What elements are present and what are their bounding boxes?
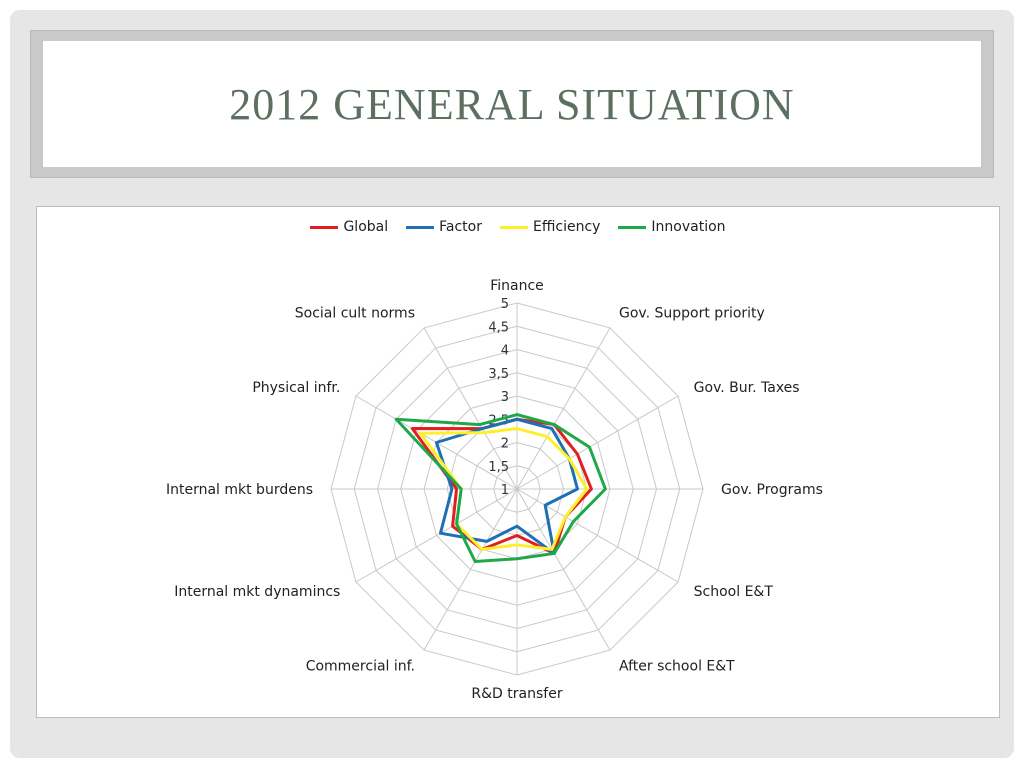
series-line-efficiency — [418, 427, 589, 551]
grid-spoke — [423, 488, 518, 651]
axis-label: Social cult norms — [295, 305, 415, 321]
legend-label: Efficiency — [532, 219, 601, 235]
tick-label: 4,5 — [488, 320, 509, 335]
series-line-innovation — [394, 413, 607, 563]
grid-spoke — [516, 488, 611, 651]
tick-label: 3 — [501, 390, 509, 405]
axis-label: After school E&T — [619, 659, 735, 675]
axis-label: Gov. Support priority — [619, 305, 765, 321]
grid-spoke — [516, 327, 611, 490]
grid-spoke — [516, 395, 679, 490]
tick-label: 4 — [501, 344, 509, 359]
legend-item-innovation: Innovation — [618, 219, 726, 235]
tick-label: 1 — [501, 483, 509, 498]
legend-item-efficiency: Efficiency — [499, 219, 601, 235]
legend-label: Innovation — [651, 219, 726, 235]
chart-legend: Global Factor Efficiency Innovation — [37, 219, 999, 235]
slide: 2012 GENERAL SITUATION Global Factor Effic… — [10, 10, 1014, 758]
tick-label: 2 — [501, 437, 509, 452]
axis-label: School E&T — [694, 584, 774, 600]
title-panel: 2012 GENERAL SITUATION — [43, 41, 981, 167]
axis-label: Physical infr. — [252, 380, 340, 396]
slide-title: 2012 GENERAL SITUATION — [229, 79, 795, 129]
axis-label: Gov. Bur. Taxes — [694, 380, 800, 396]
legend-swatch — [310, 225, 339, 229]
grid-spoke — [423, 327, 518, 490]
tick-label: 1,5 — [488, 460, 509, 475]
tick-label: 3,5 — [488, 367, 509, 382]
legend-item-factor: Factor — [406, 219, 482, 235]
grid-spoke — [516, 488, 679, 583]
legend-label: Global — [343, 219, 389, 235]
tick-label: 5 — [501, 297, 509, 312]
legend-swatch — [406, 225, 435, 229]
legend-label: Factor — [439, 219, 482, 235]
grid-spoke — [355, 488, 518, 583]
axis-label: R&D transfer — [471, 686, 562, 702]
title-frame: 2012 GENERAL SITUATION — [30, 30, 994, 178]
axis-label: Finance — [490, 278, 544, 294]
legend-item-global: Global — [310, 219, 388, 235]
legend-swatch — [618, 225, 647, 229]
axis-label: Internal mkt dynamincs — [174, 584, 340, 600]
axis-label: Gov. Programs — [721, 482, 823, 498]
axis-label: Commercial inf. — [306, 659, 415, 675]
axis-label: Internal mkt burdens — [166, 482, 313, 498]
legend-swatch — [499, 225, 528, 229]
series-line-global — [410, 417, 593, 555]
chart-panel: Global Factor Efficiency Innovation 1 1,5 2 2,… — [36, 206, 1000, 718]
